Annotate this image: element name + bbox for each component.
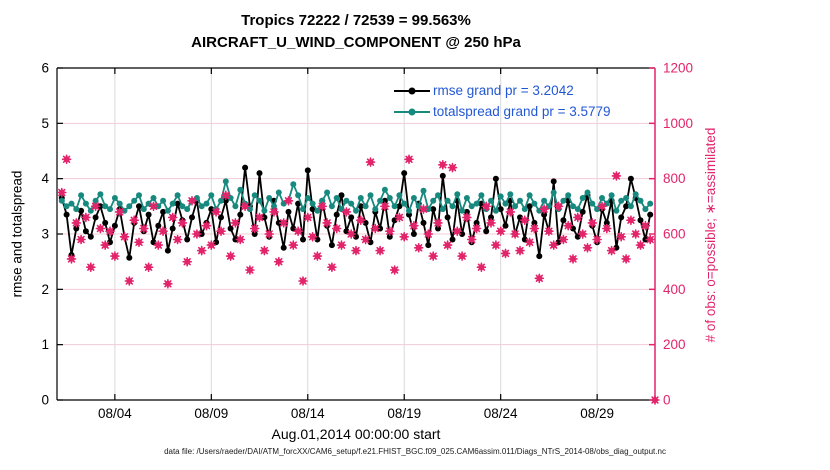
svg-text:08/09: 08/09 bbox=[194, 406, 228, 421]
svg-text:1: 1 bbox=[41, 337, 49, 352]
svg-text:0: 0 bbox=[41, 393, 49, 408]
svg-text:400: 400 bbox=[663, 282, 686, 297]
chart-title: Tropics 72222 / 72539 = 99.563% AIRCRAFT… bbox=[57, 10, 655, 54]
totalspread-line-marker-icon bbox=[394, 108, 430, 115]
svg-text:3: 3 bbox=[41, 227, 49, 242]
svg-text:0: 0 bbox=[663, 393, 671, 408]
svg-text:08/14: 08/14 bbox=[291, 406, 325, 421]
legend-row-rmse: rmse grand pr = 3.2042 bbox=[394, 80, 611, 101]
svg-text:5: 5 bbox=[41, 116, 49, 131]
svg-text:08/24: 08/24 bbox=[484, 406, 518, 421]
tick-labels: 0 1 2 3 4 5 6 0 200 400 600 800 1000 1200 08/04 08/09 08… bbox=[41, 61, 693, 422]
right-y-axis-label: # of obs: o=possible; ∗=assimilated bbox=[703, 127, 718, 343]
rmse-line-marker-icon bbox=[394, 87, 430, 94]
observations-series bbox=[57, 154, 660, 405]
legend-row-totalspread: totalspread grand pr = 3.5779 bbox=[394, 101, 611, 122]
chart-title-line2: AIRCRAFT_U_WIND_COMPONENT @ 250 hPa bbox=[191, 34, 521, 51]
svg-text:1200: 1200 bbox=[663, 61, 693, 76]
legend-label-totalspread: totalspread grand pr = 3.5779 bbox=[433, 104, 611, 119]
legend: rmse grand pr = 3.2042 totalspread grand… bbox=[394, 80, 611, 122]
svg-text:600: 600 bbox=[663, 227, 686, 242]
chart-title-line1: Tropics 72222 / 72539 = 99.563% bbox=[241, 12, 471, 29]
svg-text:800: 800 bbox=[663, 171, 686, 186]
svg-text:2: 2 bbox=[41, 282, 49, 297]
totalspread-series bbox=[58, 177, 654, 214]
svg-text:1000: 1000 bbox=[663, 116, 693, 131]
left-y-axis-label: rmse and totalspread bbox=[9, 170, 25, 298]
svg-text:08/04: 08/04 bbox=[98, 406, 132, 421]
svg-text:08/29: 08/29 bbox=[580, 406, 614, 421]
svg-text:08/19: 08/19 bbox=[387, 406, 421, 421]
svg-text:6: 6 bbox=[41, 61, 49, 76]
data-file-path: data file: /Users/raeder/DAI/ATM_forcXX/… bbox=[164, 447, 666, 456]
svg-text:4: 4 bbox=[41, 171, 49, 186]
x-axis-label: Aug.01,2014 00:00:00 start bbox=[271, 426, 441, 442]
legend-label-rmse: rmse grand pr = 3.2042 bbox=[433, 83, 574, 98]
svg-text:200: 200 bbox=[663, 337, 686, 352]
